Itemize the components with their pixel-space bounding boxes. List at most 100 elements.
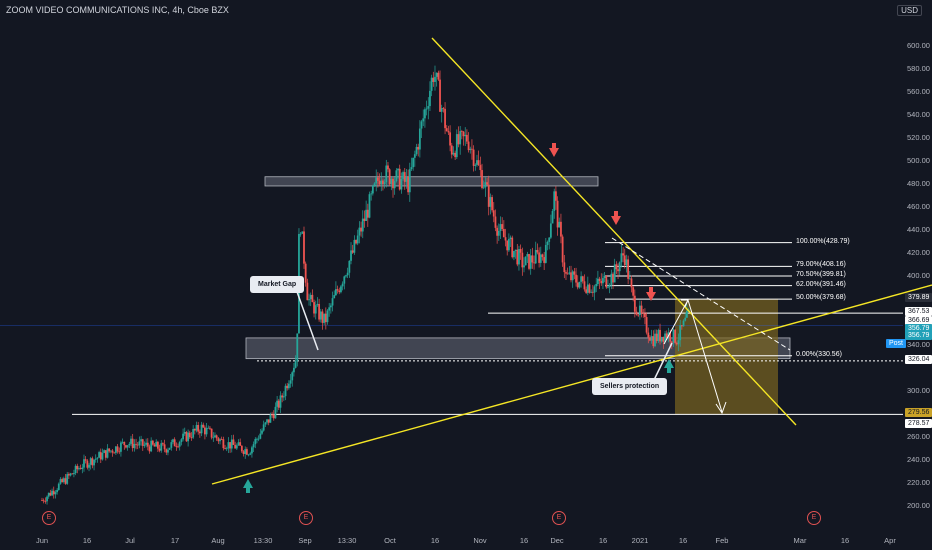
price-tick: 200.00 (907, 501, 930, 510)
market-gap-callout: Market Gap (250, 276, 305, 293)
candle-body-258 (474, 164, 477, 166)
candle-body-193 (365, 209, 368, 222)
candle-body-167 (321, 311, 324, 323)
candle-body-36 (101, 452, 104, 460)
time-tick: Sep (298, 536, 312, 545)
candle-body-137 (271, 414, 273, 416)
earnings-event-icon[interactable]: E (807, 511, 821, 525)
candle-body-183 (348, 260, 351, 273)
candle-body-20 (74, 465, 77, 474)
fib-diagonal (611, 237, 791, 351)
candle-body-358 (642, 313, 645, 314)
candle-body-336 (605, 275, 608, 288)
candle-body-189 (358, 227, 361, 236)
candle-body-375 (670, 341, 673, 343)
candle-body-16 (67, 474, 70, 476)
candle-body-288 (524, 256, 527, 266)
candle-body-380 (679, 325, 682, 341)
candle-body-134 (266, 419, 268, 423)
candle-body-139 (274, 406, 277, 419)
candle-body-275 (502, 228, 505, 238)
candle-body-162 (313, 302, 315, 314)
price-tag: 326.04 (905, 354, 932, 364)
candle-body-110 (225, 448, 228, 450)
candle-body-113 (230, 439, 233, 449)
candle-body-232 (430, 77, 433, 91)
candle-body-377 (674, 329, 677, 343)
candle-body-85 (183, 432, 186, 434)
candle-body-309 (560, 221, 562, 237)
candle-body-10 (57, 483, 60, 490)
fib-label: 79.00%(408.16) (796, 261, 846, 269)
candle-body-327 (590, 291, 593, 293)
candle-body-204 (383, 182, 386, 185)
candle-body-25 (83, 459, 85, 468)
candle-body-147 (287, 383, 290, 389)
candle-body-369 (660, 336, 663, 342)
candle-body-317 (573, 271, 576, 275)
time-tick: 2021 (631, 536, 649, 545)
candle-body-291 (529, 255, 532, 269)
price-tick: 600.00 (907, 40, 930, 50)
candle-body-76 (168, 447, 171, 450)
candle-body-12 (61, 479, 64, 483)
candle-body-218 (407, 176, 410, 193)
candle-body-368 (659, 329, 661, 342)
candle-body-37 (103, 450, 106, 453)
candle-body-246 (454, 152, 457, 158)
time-tick: 13:30 (253, 536, 273, 545)
target-box (675, 298, 778, 415)
candle-body-27 (86, 460, 89, 468)
buy-arrow-stem-0 (246, 488, 250, 493)
candle-body-298 (541, 254, 544, 258)
candle-body-210 (393, 181, 396, 189)
candle-body-124 (249, 453, 252, 455)
buy-arrow-stem-1 (667, 368, 671, 373)
candle-body-283 (516, 249, 519, 265)
earnings-event-icon[interactable]: E (299, 511, 313, 525)
candle-body-318 (575, 274, 577, 283)
candle-body-17 (69, 473, 72, 476)
candle-body-111 (227, 442, 230, 449)
sell-arrow-stem-2 (649, 287, 653, 292)
candle-body-190 (360, 227, 362, 232)
candle-body-304 (551, 210, 554, 224)
candle-body-329 (593, 286, 596, 293)
currency-unit-button[interactable]: USD (897, 5, 922, 16)
candle-body-266 (487, 184, 490, 207)
earnings-event-icon[interactable]: E (42, 511, 56, 525)
candle-body-307 (556, 200, 559, 228)
candle-body-384 (686, 310, 688, 318)
price-tag: 356.79 (905, 324, 932, 334)
candle-body-77 (170, 442, 173, 448)
candle-body-219 (408, 169, 411, 193)
candle-body-247 (455, 134, 458, 158)
price-tag: 278.57 (905, 418, 932, 428)
time-tick: 16 (430, 536, 440, 545)
candle-body-30 (91, 458, 94, 466)
candle-body-262 (481, 170, 483, 188)
price-tick: 260.00 (907, 431, 930, 441)
candle-body-35 (99, 452, 102, 460)
candle-body-216 (403, 172, 406, 182)
candle-body-284 (518, 249, 520, 265)
candle-body-106 (219, 439, 221, 442)
candle-body-56 (135, 443, 137, 445)
candle-body-79 (173, 439, 176, 447)
candle-body-0 (41, 500, 43, 502)
candle-body-90 (192, 429, 195, 438)
earnings-event-icon[interactable]: E (552, 511, 566, 525)
candle-body-55 (133, 443, 136, 449)
candle-body-245 (452, 152, 455, 155)
candle-body-229 (425, 108, 428, 110)
candle-body-141 (277, 400, 280, 408)
candle-body-287 (523, 265, 525, 268)
candle-body-97 (204, 427, 206, 435)
price-tick: 460.00 (907, 201, 930, 211)
candle-body-305 (553, 191, 556, 211)
candle-body-42 (111, 450, 114, 453)
candle-body-192 (363, 218, 366, 222)
candle-body-285 (519, 249, 522, 253)
candle-body-365 (654, 333, 656, 347)
